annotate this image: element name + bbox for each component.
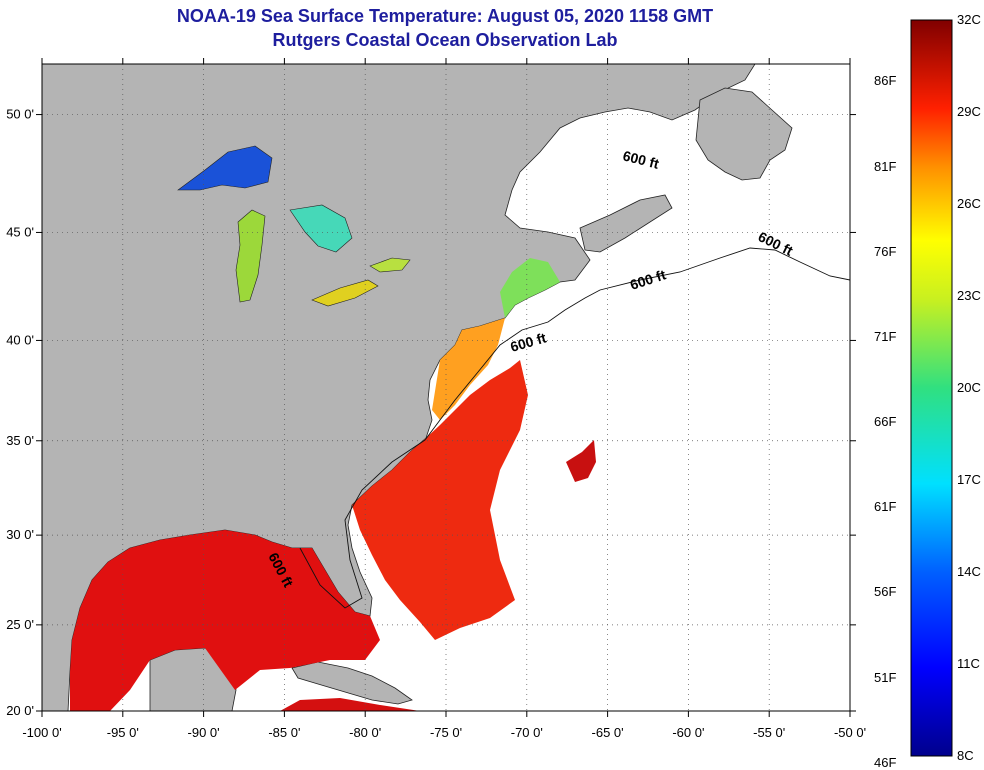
- colorbar-celsius-label: 23C: [957, 288, 981, 303]
- sst-gulf-of-mexico: [70, 530, 380, 711]
- colorbar: [910, 19, 953, 757]
- colorbar-celsius-label: 32C: [957, 12, 981, 27]
- lat-tick-label: 40 0': [6, 332, 34, 347]
- colorbar-celsius-label: 11C: [957, 656, 980, 671]
- lat-tick-label: 20 0': [6, 703, 34, 718]
- lat-tick-label: 25 0': [6, 617, 34, 632]
- colorbar-celsius-label: 17C: [957, 472, 981, 487]
- sst-caribbean: [280, 698, 420, 711]
- lon-tick-label: -70 0': [511, 725, 543, 740]
- colorbar-fahrenheit-label: 71F: [874, 328, 897, 344]
- colorbar-fahrenheit-label: 56F: [874, 584, 897, 600]
- land-cuba: [291, 661, 413, 705]
- latitude-axis: 50 0' 45 0' 40 0' 35 0' 30 0' 25 0' 20 0': [6, 107, 856, 718]
- colorbar-fahrenheit-label: 86F: [874, 73, 897, 89]
- colorbar-fahrenheit-label: 66F: [874, 414, 897, 430]
- colorbar-fahrenheit-label: 76F: [874, 243, 897, 259]
- land-nova-scotia: [579, 194, 673, 253]
- map-subtitle: Rutgers Coastal Ocean Observation Lab: [272, 30, 618, 50]
- lon-tick-label: -55 0': [753, 725, 785, 740]
- lake-huron: [289, 204, 353, 253]
- lon-tick-label: -75 0': [430, 725, 462, 740]
- sst-mid-atlantic: [432, 318, 505, 420]
- lake-erie: [311, 279, 379, 307]
- lon-tick-label: -60 0': [672, 725, 704, 740]
- lat-tick-label: 30 0': [6, 527, 34, 542]
- sst-offshore-patch: [566, 440, 596, 482]
- colorbar-celsius-label: 20C: [957, 380, 981, 395]
- land-newfoundland: [695, 87, 793, 181]
- colorbar-fahrenheit-label: 51F: [874, 669, 897, 685]
- contour-600ft: [299, 247, 851, 609]
- lon-tick-label: -80 0': [349, 725, 381, 740]
- colorbar-celsius-label: 26C: [957, 196, 981, 211]
- colorbar-celsius-label: 29C: [957, 104, 981, 119]
- longitude-axis: -100 0' -95 0' -90 0' -85 0' -80 0' -75 0' -70…: [22, 58, 866, 740]
- map-title: NOAA-19 Sea Surface Temperature: August …: [176, 6, 714, 26]
- lat-tick-label: 45 0': [6, 224, 34, 239]
- lon-tick-label: -90 0': [188, 725, 220, 740]
- colorbar-celsius-label: 14C: [957, 564, 981, 579]
- lake-superior: [177, 145, 273, 191]
- lon-tick-label: -95 0': [107, 725, 139, 740]
- lon-tick-label: -65 0': [592, 725, 624, 740]
- lon-tick-label: -100 0': [22, 725, 61, 740]
- lon-tick-label: -85 0': [268, 725, 300, 740]
- colorbar-fahrenheit-label: 61F: [874, 499, 897, 515]
- colorbar-fahrenheit-label: 81F: [874, 158, 897, 174]
- lake-ontario: [369, 257, 411, 273]
- lat-tick-label: 50 0': [6, 107, 34, 122]
- lat-tick-label: 35 0': [6, 433, 34, 448]
- sst-new-england: [500, 258, 560, 318]
- lake-michigan: [235, 209, 266, 303]
- colorbar-celsius-label: 8C: [957, 748, 974, 763]
- lon-tick-label: -50 0': [834, 725, 866, 740]
- colorbar-fahrenheit-label: 46F: [874, 754, 897, 770]
- sst-atlantic-southeast: [352, 360, 528, 640]
